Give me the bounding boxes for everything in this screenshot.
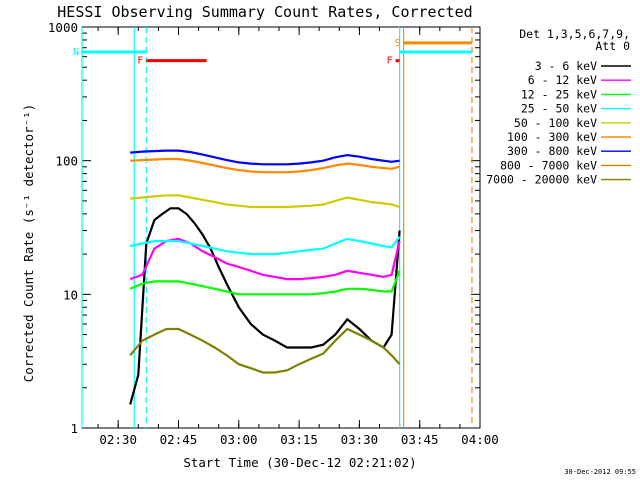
legend-label: 25 - 50 keV bbox=[521, 102, 597, 116]
y-axis-label: Corrected Count Rate (s⁻¹ detector⁻¹) bbox=[21, 104, 36, 382]
legend-label: 100 - 300 keV bbox=[507, 130, 597, 144]
series-line-3 bbox=[129, 270, 401, 296]
series-line-9 bbox=[129, 327, 401, 374]
series-line-5 bbox=[130, 194, 400, 209]
flag-label: F bbox=[387, 56, 393, 67]
y-tick-label: 100 bbox=[55, 154, 78, 169]
chart-title: HESSI Observing Summary Count Rates, Cor… bbox=[57, 3, 472, 21]
series-line-2 bbox=[129, 237, 401, 281]
x-tick-label: 03:45 bbox=[401, 432, 439, 447]
y-tick-label: 10 bbox=[63, 287, 78, 302]
series-line-1 bbox=[129, 207, 401, 405]
legend-label: 800 - 7000 keV bbox=[500, 158, 597, 172]
series-line-6 bbox=[130, 157, 400, 174]
legend-label: 12 - 25 keV bbox=[521, 87, 597, 101]
x-tick-label: 02:45 bbox=[160, 432, 198, 447]
legend-title: Det 1,3,5,6,7,9, bbox=[519, 27, 630, 41]
x-tick-label: 03:30 bbox=[341, 432, 379, 447]
plot-frame bbox=[81, 26, 481, 429]
legend-label: 7000 - 20000 keV bbox=[486, 173, 597, 187]
plot-area: 02:30 02:45 03:00 03:15 03:30 03:45 04:00 1 10 10… bbox=[48, 20, 499, 447]
legend-subtitle: Att 0 bbox=[595, 39, 630, 53]
y-tick-label: 1000 bbox=[48, 20, 78, 35]
legend-label: 50 - 100 keV bbox=[514, 116, 597, 130]
x-tick-label: 02:30 bbox=[99, 432, 137, 447]
series-line-4 bbox=[129, 236, 401, 256]
flag-label: F bbox=[137, 56, 143, 67]
flag-label: S bbox=[395, 38, 401, 49]
legend-label: 3 - 6 keV bbox=[535, 59, 597, 73]
legend-label: 300 - 800 keV bbox=[507, 144, 597, 158]
legend-label: 6 - 12 keV bbox=[528, 73, 597, 87]
x-tick-label: 03:00 bbox=[220, 432, 258, 447]
series-line-7 bbox=[130, 149, 400, 166]
x-tick-label: 03:15 bbox=[280, 432, 318, 447]
x-axis-label: Start Time (30-Dec-12 02:21:02) bbox=[183, 455, 416, 470]
x-tick-label: 04:00 bbox=[461, 432, 499, 447]
y-tick-label: 1 bbox=[70, 421, 78, 436]
flag-label: N bbox=[73, 47, 79, 58]
footer-date: 30-Dec-2012 09:55 bbox=[564, 468, 636, 476]
